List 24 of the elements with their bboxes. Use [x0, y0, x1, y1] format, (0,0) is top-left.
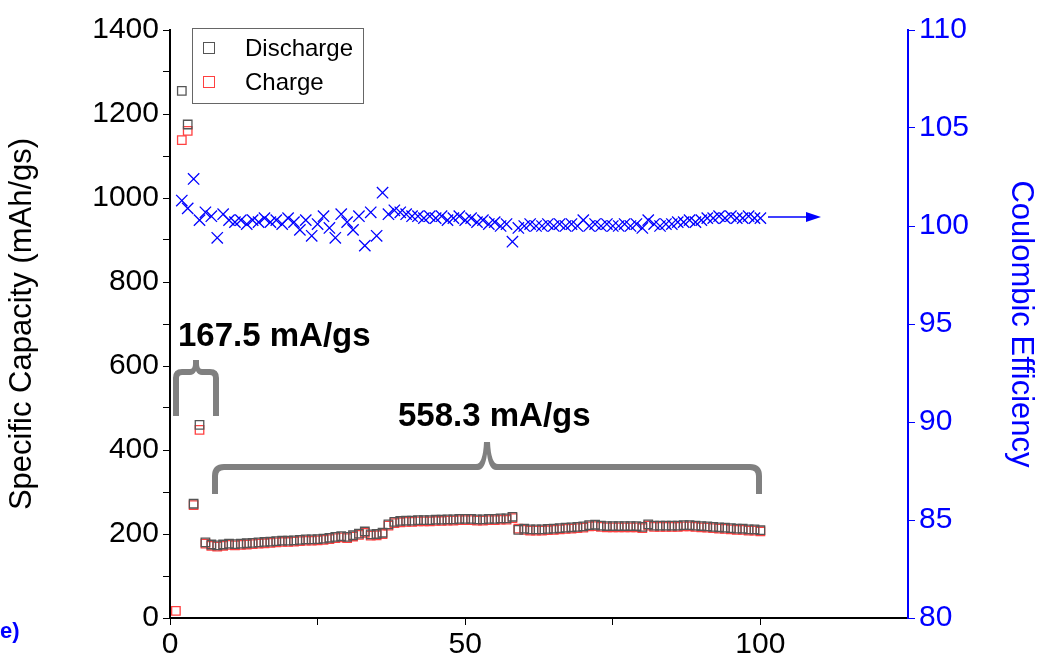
text: e) — [0, 618, 20, 643]
y-tick-label: 800 — [108, 263, 159, 297]
x-tick-label: 100 — [735, 626, 786, 660]
y2-tick-label: 80 — [919, 599, 953, 633]
y-tick-label: 1200 — [92, 95, 159, 129]
legend-label: Charge — [245, 68, 324, 96]
y2-tick-label: 90 — [919, 403, 953, 437]
y2-tick-label: 105 — [919, 109, 970, 143]
x-tick-label: 50 — [448, 626, 482, 660]
y-tick-label: 400 — [108, 431, 159, 465]
y2-tick-label: 100 — [919, 207, 970, 241]
y2-tick-label: 95 — [919, 305, 953, 339]
y-tick-label: 600 — [108, 347, 159, 381]
y2-tick-label: 110 — [919, 11, 967, 45]
y2-tick-label: 85 — [919, 501, 953, 535]
y-tick-label: 0 — [142, 599, 159, 633]
annotation: 558.3 mA/gs — [398, 396, 591, 433]
y-tick-label: 200 — [108, 515, 159, 549]
y-tick-label: 1400 — [92, 11, 159, 45]
y2-axis-title: Coulombic Efficiency — [1004, 180, 1040, 469]
legend-label: Discharge — [245, 34, 354, 62]
annotation: 167.5 mA/gs — [178, 316, 371, 353]
y-tick-label: 1000 — [92, 179, 159, 213]
y-axis-title: Specific Capacity (mAh/gs) — [3, 137, 39, 511]
